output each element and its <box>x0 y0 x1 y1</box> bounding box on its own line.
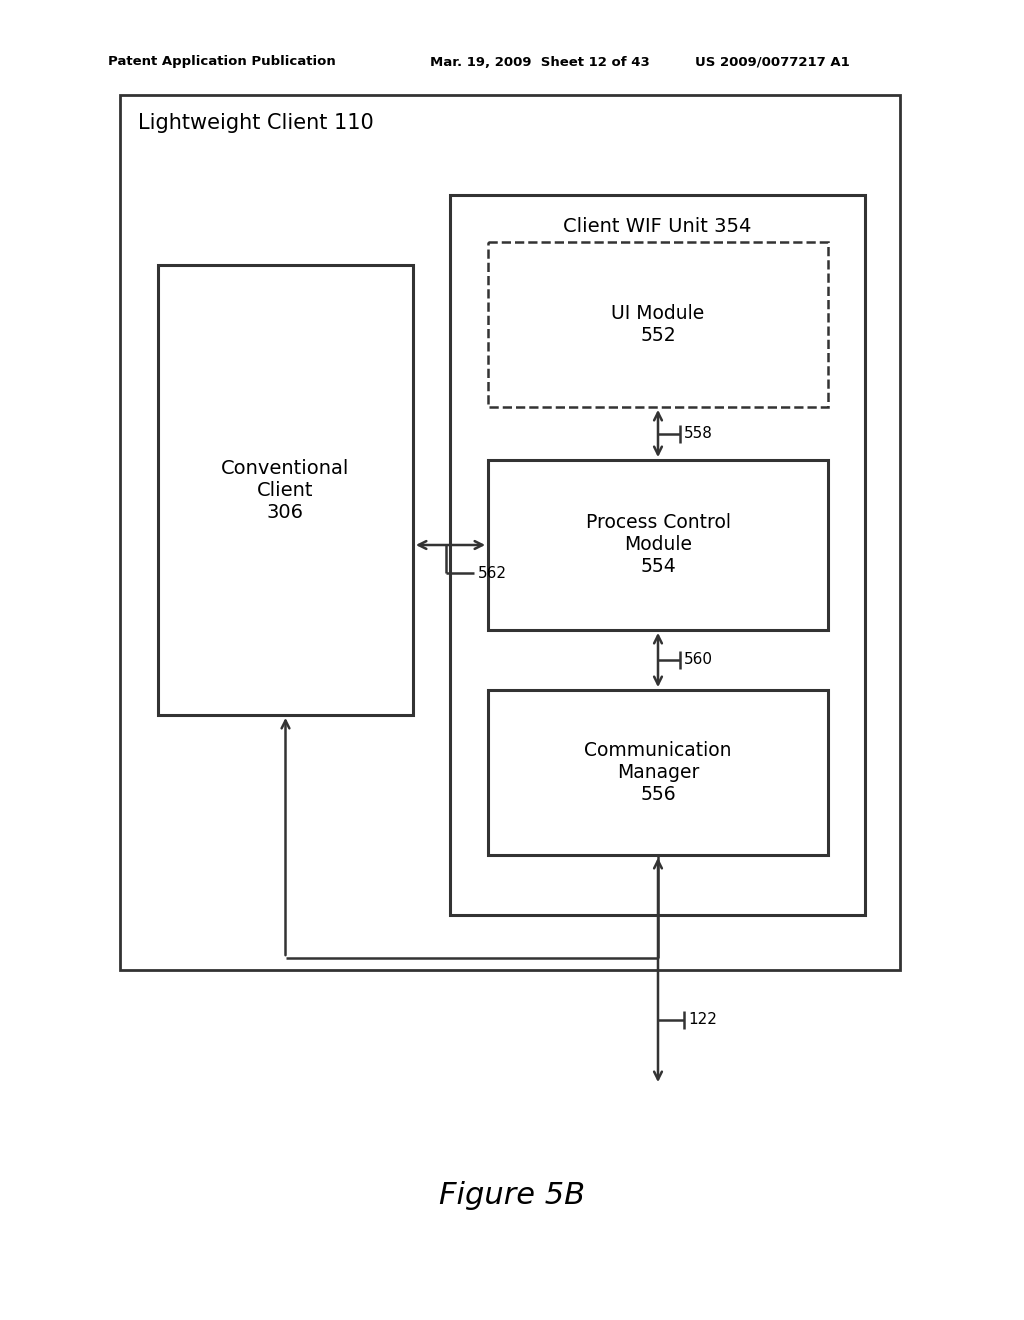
Text: Figure 5B: Figure 5B <box>439 1180 585 1209</box>
Text: Lightweight Client 110: Lightweight Client 110 <box>138 114 374 133</box>
Text: Conventional
Client
306: Conventional Client 306 <box>221 458 349 521</box>
Text: Mar. 19, 2009  Sheet 12 of 43: Mar. 19, 2009 Sheet 12 of 43 <box>430 55 650 69</box>
Text: Patent Application Publication: Patent Application Publication <box>108 55 336 69</box>
Text: 122: 122 <box>688 1012 717 1027</box>
Bar <box>488 690 828 855</box>
Text: Communication
Manager
556: Communication Manager 556 <box>585 741 732 804</box>
Bar <box>120 95 900 970</box>
Text: UI Module
552: UI Module 552 <box>611 304 705 345</box>
Text: Client WIF Unit 354: Client WIF Unit 354 <box>563 218 752 236</box>
Text: US 2009/0077217 A1: US 2009/0077217 A1 <box>695 55 850 69</box>
Text: 558: 558 <box>684 426 713 441</box>
Bar <box>488 242 828 407</box>
Bar <box>488 459 828 630</box>
Text: 560: 560 <box>684 652 713 668</box>
Text: Process Control
Module
554: Process Control Module 554 <box>586 513 730 577</box>
Text: 562: 562 <box>477 565 507 581</box>
Bar <box>158 265 413 715</box>
Bar <box>450 195 865 915</box>
